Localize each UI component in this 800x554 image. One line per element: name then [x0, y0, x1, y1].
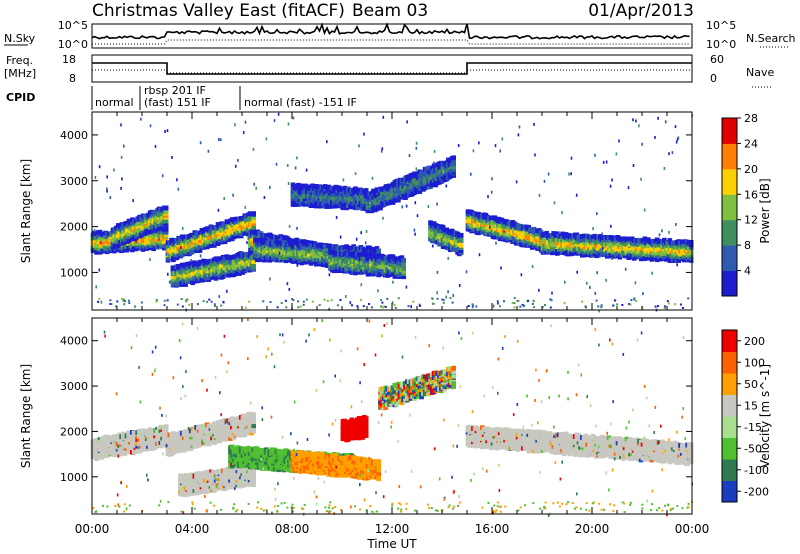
freq-frame: [91, 54, 693, 83]
power-plot-area: [90, 112, 694, 313]
cpid-entry: normal (fast) -151 IF: [244, 96, 357, 109]
nave-tick-top: 60: [710, 53, 724, 66]
cpid-entry: (fast) 151 IF: [144, 96, 211, 109]
data-cell: [251, 214, 256, 220]
data-cell: [544, 230, 549, 236]
data-cell: [163, 222, 169, 227]
data-cell: [376, 248, 381, 254]
nsearch-label: N.Search: [746, 32, 796, 45]
data-cell: [458, 240, 464, 246]
data-cell: [396, 197, 401, 203]
data-cell: [121, 240, 126, 246]
data-cell: [251, 218, 256, 224]
cpid-entry: rbsp 201 IF: [144, 84, 206, 97]
beam-label: Beam 03: [352, 1, 428, 21]
data-cell: [401, 266, 406, 271]
data-cell: [163, 229, 169, 235]
freq-label: Freq.: [6, 54, 33, 67]
nave-tick-bottom: 0: [710, 72, 717, 85]
data-cell: [251, 261, 256, 267]
nave-line: [92, 69, 692, 74]
data-cell: [417, 189, 423, 194]
cpid-label: CPID: [6, 91, 35, 104]
freq-tick-top: 18: [62, 53, 76, 66]
data-cell: [212, 242, 217, 248]
freq-tick-bottom: 8: [69, 72, 76, 85]
data-cell: [251, 267, 256, 272]
data-cell: [451, 173, 456, 178]
cpid-row: CPID normal rbsp 201 IF (fast) 151 IF no…: [6, 84, 357, 110]
data-cell: [401, 268, 406, 274]
data-cell: [451, 155, 456, 161]
station-title: Christmas Valley East (fitACF): [92, 1, 345, 21]
data-cell: [458, 236, 464, 242]
nsky-panel: N.Sky 10^5 10^0 10^5 10^0 N.Search: [4, 19, 796, 51]
data-cell: [251, 223, 256, 229]
data-cell: [321, 262, 326, 267]
data-cell: [451, 167, 456, 173]
nsky-label: N.Sky: [4, 32, 36, 45]
nsky-line: [91, 22, 690, 40]
data-cell: [458, 232, 464, 238]
data-cell: [399, 255, 405, 261]
cpid-entry: normal: [95, 96, 134, 109]
data-cell: [251, 259, 256, 264]
nsky-tick-bottom: 10^0: [58, 38, 88, 51]
nsearch-tick-bottom: 10^0: [706, 38, 736, 51]
data-cell: [163, 226, 169, 232]
freq-panel: Freq. [MHz] 18 8 60 0 Nave: [4, 53, 774, 88]
data-cell: [163, 209, 169, 215]
data-cell: [401, 258, 406, 263]
data-cell: [197, 248, 203, 253]
data-cell: [163, 205, 169, 211]
data-cell: [440, 224, 446, 230]
data-cell: [374, 246, 380, 251]
nsky-tick-top: 10^5: [58, 19, 88, 32]
data-cell: [451, 164, 456, 170]
data-cell: [251, 211, 256, 216]
date-label: 01/Apr/2013: [588, 1, 694, 21]
data-cell: [363, 188, 369, 193]
nave-label: Nave: [746, 66, 774, 79]
freq-unit-label: [MHz]: [4, 67, 36, 80]
data-cell: [458, 248, 464, 253]
freq-line: [92, 62, 692, 75]
data-cell: [451, 158, 456, 164]
nsearch-tick-top: 10^5: [706, 19, 736, 32]
data-cell: [401, 274, 406, 280]
nsky-frame: [91, 23, 693, 49]
data-cell: [183, 282, 188, 287]
nsearch-line: [92, 39, 690, 45]
